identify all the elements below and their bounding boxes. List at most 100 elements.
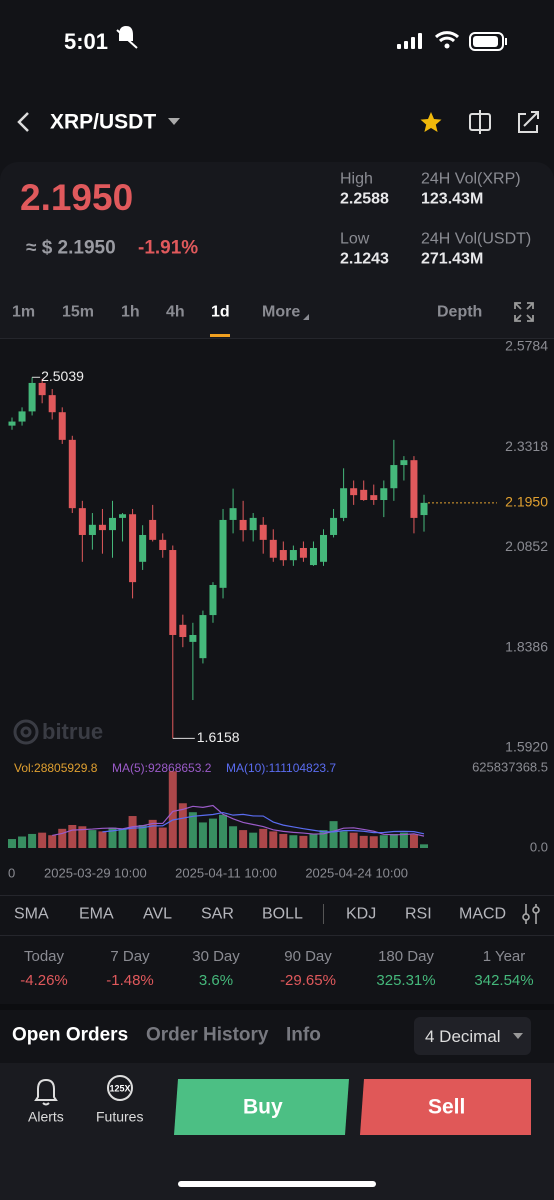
stat-label: 24H Vol(USDT) — [421, 230, 532, 248]
volume-bar — [188, 812, 197, 848]
candle-body — [209, 584, 217, 616]
period-label: 30 Day — [192, 948, 240, 965]
interval-tab[interactable]: 1m — [12, 303, 36, 321]
decimal-caret — [513, 1033, 523, 1039]
candle-body — [380, 488, 388, 501]
indicator-tab[interactable]: SAR — [201, 905, 234, 923]
candle-body — [249, 517, 257, 531]
candle-body — [229, 508, 237, 520]
candle-body — [88, 524, 96, 535]
volume-bar — [359, 835, 368, 848]
indicator-tab[interactable]: SMA — [14, 905, 49, 923]
indicator-tab[interactable]: RSI — [405, 905, 432, 923]
volume-bar — [259, 828, 268, 848]
ma-line — [52, 804, 425, 837]
order-tab[interactable]: Info — [286, 1024, 321, 1046]
stat-label: High — [340, 170, 373, 188]
interval-tab[interactable]: 15m — [62, 303, 95, 321]
candle-body — [78, 508, 86, 535]
volume-bar — [58, 828, 67, 848]
interval-tab[interactable]: 4h — [166, 303, 185, 321]
order-tab[interactable]: Order History — [146, 1024, 269, 1046]
header-icons — [17, 110, 539, 134]
y-tick-label: 2.5784 — [505, 338, 548, 354]
volume-bar — [178, 803, 187, 848]
volume-bar — [168, 771, 177, 848]
interval-tab[interactable]: 1h — [121, 303, 140, 321]
y-tick-label: 1.5920 — [505, 739, 548, 755]
alerts-icon[interactable] — [34, 1078, 58, 1106]
volume-bar — [18, 836, 27, 848]
favorite[interactable] — [420, 112, 442, 132]
fullscreen[interactable] — [512, 300, 536, 324]
volume-bar — [38, 832, 47, 848]
pair-title: XRP/USDT — [50, 110, 157, 134]
active-underline — [210, 334, 230, 337]
divider — [0, 1004, 554, 1010]
candle-body — [139, 534, 147, 562]
volume-legend: Vol:28805929.8 — [14, 761, 98, 775]
depth-tab[interactable]: Depth — [437, 303, 483, 321]
candle-body — [58, 412, 66, 440]
kline-chart: bitrue 2.5784 2.3318 2.0852 1.8386 1.5920 2.5… — [8, 338, 548, 880]
indicator-tab[interactable]: AVL — [143, 905, 173, 923]
futures-icon[interactable] — [107, 1075, 133, 1101]
volume-bar — [198, 822, 207, 848]
indicator-tab[interactable]: EMA — [79, 905, 114, 923]
pair-dropdown[interactable] — [168, 118, 180, 125]
volume-bar — [299, 835, 308, 848]
candle-body — [330, 517, 338, 535]
candle-body — [239, 519, 247, 531]
period-change: 342.54% — [474, 972, 534, 989]
interval-tab[interactable]: More — [262, 303, 301, 321]
volume-bar — [389, 833, 398, 848]
watermark-logo — [13, 719, 39, 745]
buy-button[interactable] — [174, 1079, 349, 1135]
indicator-tab[interactable]: MACD — [459, 905, 507, 923]
period-label: 1 Year — [482, 948, 526, 965]
candle-body — [129, 514, 137, 583]
back[interactable] — [17, 112, 29, 132]
volume-bar — [48, 835, 57, 848]
sell-label[interactable]: Sell — [428, 1095, 466, 1119]
stat-label: Low — [340, 230, 370, 248]
indicator-tab[interactable]: KDJ — [346, 905, 377, 923]
period-change: 325.31% — [376, 972, 436, 989]
period-change: -29.65% — [280, 972, 336, 989]
volume-bar — [8, 839, 16, 848]
volume-legend: MA(5):92868653.2 — [112, 761, 212, 775]
buy-label[interactable]: Buy — [243, 1095, 283, 1119]
futures-label[interactable]: Futures — [96, 1108, 144, 1125]
volume-tick-label: 0.0 — [530, 839, 548, 854]
candle-body — [390, 465, 398, 489]
volume-bar — [68, 824, 77, 848]
period-change: -4.26% — [20, 972, 68, 989]
period-label: 90 Day — [284, 948, 332, 965]
candle-body — [350, 488, 358, 496]
candle-body — [48, 395, 56, 413]
status-icons — [116, 25, 507, 51]
indicator-tab[interactable]: BOLL — [262, 905, 303, 923]
interval-tab[interactable]: 1d — [211, 303, 230, 321]
home-indicator — [178, 1181, 376, 1187]
bottom-icons: 125X — [34, 1075, 531, 1135]
candle-body — [169, 550, 177, 635]
order-tab[interactable]: Open Orders — [12, 1024, 129, 1046]
indicator-settings[interactable] — [520, 902, 542, 926]
y-tick-label: 1.8386 — [505, 638, 548, 654]
candle-body — [119, 514, 127, 518]
volume-bar — [28, 833, 37, 848]
candle-body — [269, 539, 277, 558]
compare[interactable] — [469, 110, 491, 134]
sell-button[interactable] — [360, 1079, 531, 1135]
candle-body — [299, 547, 307, 558]
volume-bar — [138, 824, 147, 848]
stat-value: 123.43M — [421, 190, 484, 208]
volume-bar — [128, 816, 137, 848]
volume-bar — [78, 826, 87, 848]
share[interactable] — [518, 111, 539, 133]
alerts-label[interactable]: Alerts — [28, 1108, 64, 1125]
decimal-select[interactable] — [414, 1017, 531, 1055]
candle-body — [159, 539, 167, 551]
status-time: 5:01 — [64, 28, 109, 54]
